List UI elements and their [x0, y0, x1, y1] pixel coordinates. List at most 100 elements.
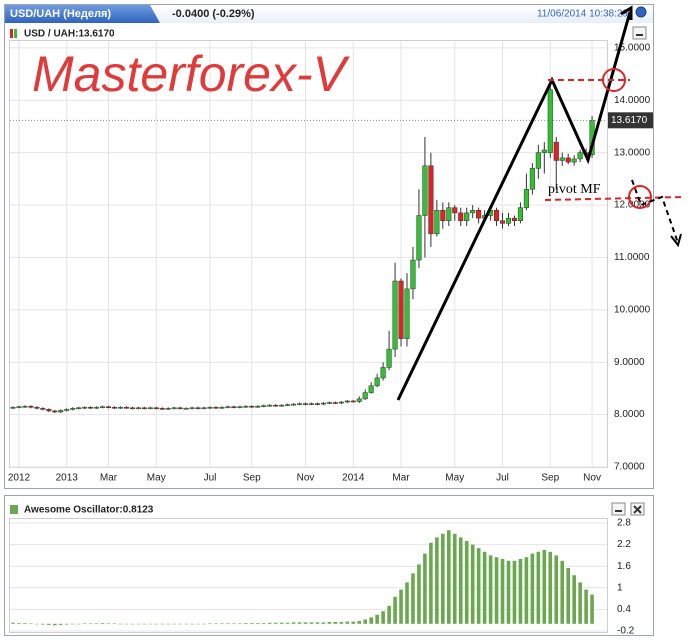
candle-body [129, 407, 135, 410]
oscillator-bar [29, 623, 33, 624]
oscillator-bar [35, 623, 39, 625]
oscillator-bar [393, 596, 397, 624]
candle-body [296, 403, 303, 405]
y-tick-label: 15.0000 [614, 42, 651, 53]
candle-body [368, 385, 374, 393]
oscillator-bar [399, 589, 403, 624]
candle-body [189, 407, 195, 410]
oscillator-bar [333, 622, 338, 624]
x-tick-label: 2014 [342, 473, 365, 484]
candle-body [225, 406, 231, 408]
oscillator-bar [88, 623, 93, 624]
minimize-button[interactable] [611, 502, 626, 516]
x-tick-label: 2013 [56, 473, 79, 484]
watermark: Masterforex-V [32, 46, 351, 102]
header-bar [5, 5, 653, 23]
candle-body [88, 407, 94, 409]
oscillator-bar [494, 557, 499, 624]
oscillator-bar [470, 544, 475, 624]
oscillator-bar [560, 560, 565, 624]
candle-body [52, 410, 58, 413]
candle-body [511, 217, 518, 222]
oscillator-bar [208, 623, 212, 624]
oscillator-bar [47, 623, 51, 625]
last-price-box [608, 112, 653, 129]
oscillator-bar [452, 533, 457, 624]
analysis-overlay: pivot MF Masterforex-V [32, 5, 686, 401]
oscillator-bar [232, 623, 236, 624]
oscillator-bar [202, 623, 206, 625]
oscillator-bar [309, 622, 314, 624]
candle-body [565, 157, 571, 163]
candle-body [141, 407, 147, 410]
candle-body [273, 404, 279, 407]
candle-body [464, 212, 470, 222]
candle-body [547, 89, 553, 153]
candle-body [64, 409, 70, 411]
oscillator-bar [285, 622, 290, 624]
candle-body [207, 407, 213, 409]
candle-body [428, 165, 434, 235]
pivot-line [544, 196, 686, 201]
oscillator-bar [357, 620, 362, 624]
candle-body [308, 403, 315, 405]
oscillator-bar [118, 623, 123, 625]
candle-body [165, 408, 171, 410]
oscillator-bar [458, 537, 463, 624]
candle-body [183, 408, 189, 410]
candle-body [279, 404, 285, 407]
oscillator-bar [321, 622, 326, 624]
candle-body [452, 207, 458, 214]
y-tick-label: 14.0000 [614, 95, 651, 106]
candle-body [338, 401, 344, 404]
oscillator-bar [166, 623, 171, 625]
oscillator-bar [255, 623, 260, 624]
oscillator-bar [94, 623, 99, 624]
oscillator-bar [190, 623, 194, 625]
candle-body [356, 398, 362, 402]
oscillator-bar [273, 622, 278, 624]
oscillator-legend-icon [10, 505, 18, 514]
y-tick-label: 10.0000 [614, 304, 651, 315]
oscillator-bar [23, 623, 27, 624]
candle-body [434, 210, 440, 235]
candle-body [470, 210, 476, 214]
oscillator-title: Awesome Oscillator:0.8123 [24, 505, 154, 516]
candle-body [404, 288, 410, 339]
candle-body [529, 168, 535, 190]
candle-body [517, 207, 523, 222]
candle-body [285, 404, 291, 406]
oscillator-bar [130, 623, 135, 625]
candle-body [410, 259, 416, 290]
candle-body [398, 280, 404, 339]
oscillator-bar [351, 621, 356, 624]
y-tick-label: 2.8 [617, 518, 631, 529]
x-tick-label: 2012 [8, 473, 31, 484]
oscillator-bar [291, 622, 296, 624]
oscillator-bar [423, 553, 427, 624]
oscillator-bar [184, 623, 188, 625]
arrow-head [670, 233, 682, 248]
candle-body [577, 152, 583, 160]
oscillator-bar [554, 555, 559, 624]
candle-body [440, 210, 446, 222]
candle-body [374, 377, 380, 387]
candle-body [380, 367, 386, 379]
candle-body [553, 141, 559, 161]
candle-body [249, 405, 255, 408]
close-icon [633, 505, 642, 514]
candle-body [332, 402, 338, 404]
oscillator-bar [226, 623, 230, 624]
oscillator-bar [381, 611, 385, 624]
oscillator-bar [148, 623, 153, 625]
x-tick-label: Jul [204, 473, 217, 484]
candle-body [559, 157, 565, 161]
candle-body [117, 407, 123, 409]
oscillator-bar [441, 533, 445, 624]
last-price-label: 13.6170 [611, 115, 648, 126]
minimize-button[interactable] [632, 26, 647, 40]
oscillator-bar [584, 589, 588, 624]
candle-body [505, 217, 512, 224]
oscillator-bar [297, 622, 302, 624]
oscillator-bar [387, 605, 391, 624]
